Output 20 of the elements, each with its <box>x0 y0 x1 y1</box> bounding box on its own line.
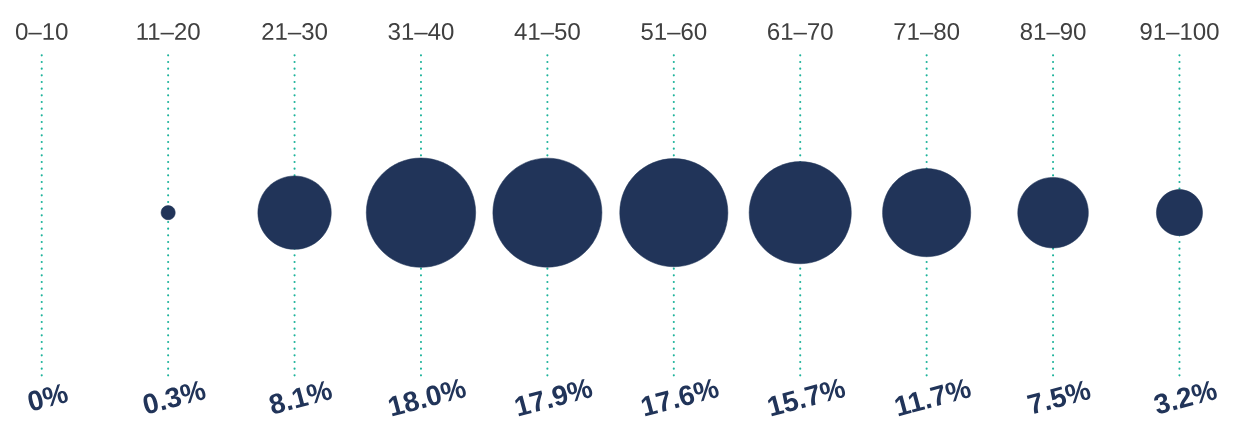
data-label: 17.9% <box>515 378 593 417</box>
data-label: 15.7% <box>767 378 846 417</box>
category-label: 21–30 <box>262 22 327 40</box>
data-label: 3.2% <box>1154 380 1217 414</box>
category-label: 0–10 <box>15 22 68 40</box>
category-label: 51–60 <box>641 22 707 40</box>
category-label: 91–100 <box>1140 22 1219 40</box>
category-label: 61–70 <box>768 22 833 40</box>
data-label: 0% <box>28 383 68 411</box>
data-label: 17.6% <box>641 378 719 417</box>
category-label: 81–90 <box>1020 22 1086 40</box>
data-label: 7.5% <box>1026 380 1091 414</box>
data-label: 8.1% <box>269 380 332 414</box>
data-label: 11.7% <box>895 379 971 417</box>
category-label: 11–20 <box>137 22 200 40</box>
data-label: 0.3% <box>143 380 206 414</box>
category-label: 71–80 <box>894 22 960 40</box>
data-label: 18.0% <box>388 378 466 417</box>
category-label: 31–40 <box>388 22 454 40</box>
category-label: 41–50 <box>514 22 580 40</box>
